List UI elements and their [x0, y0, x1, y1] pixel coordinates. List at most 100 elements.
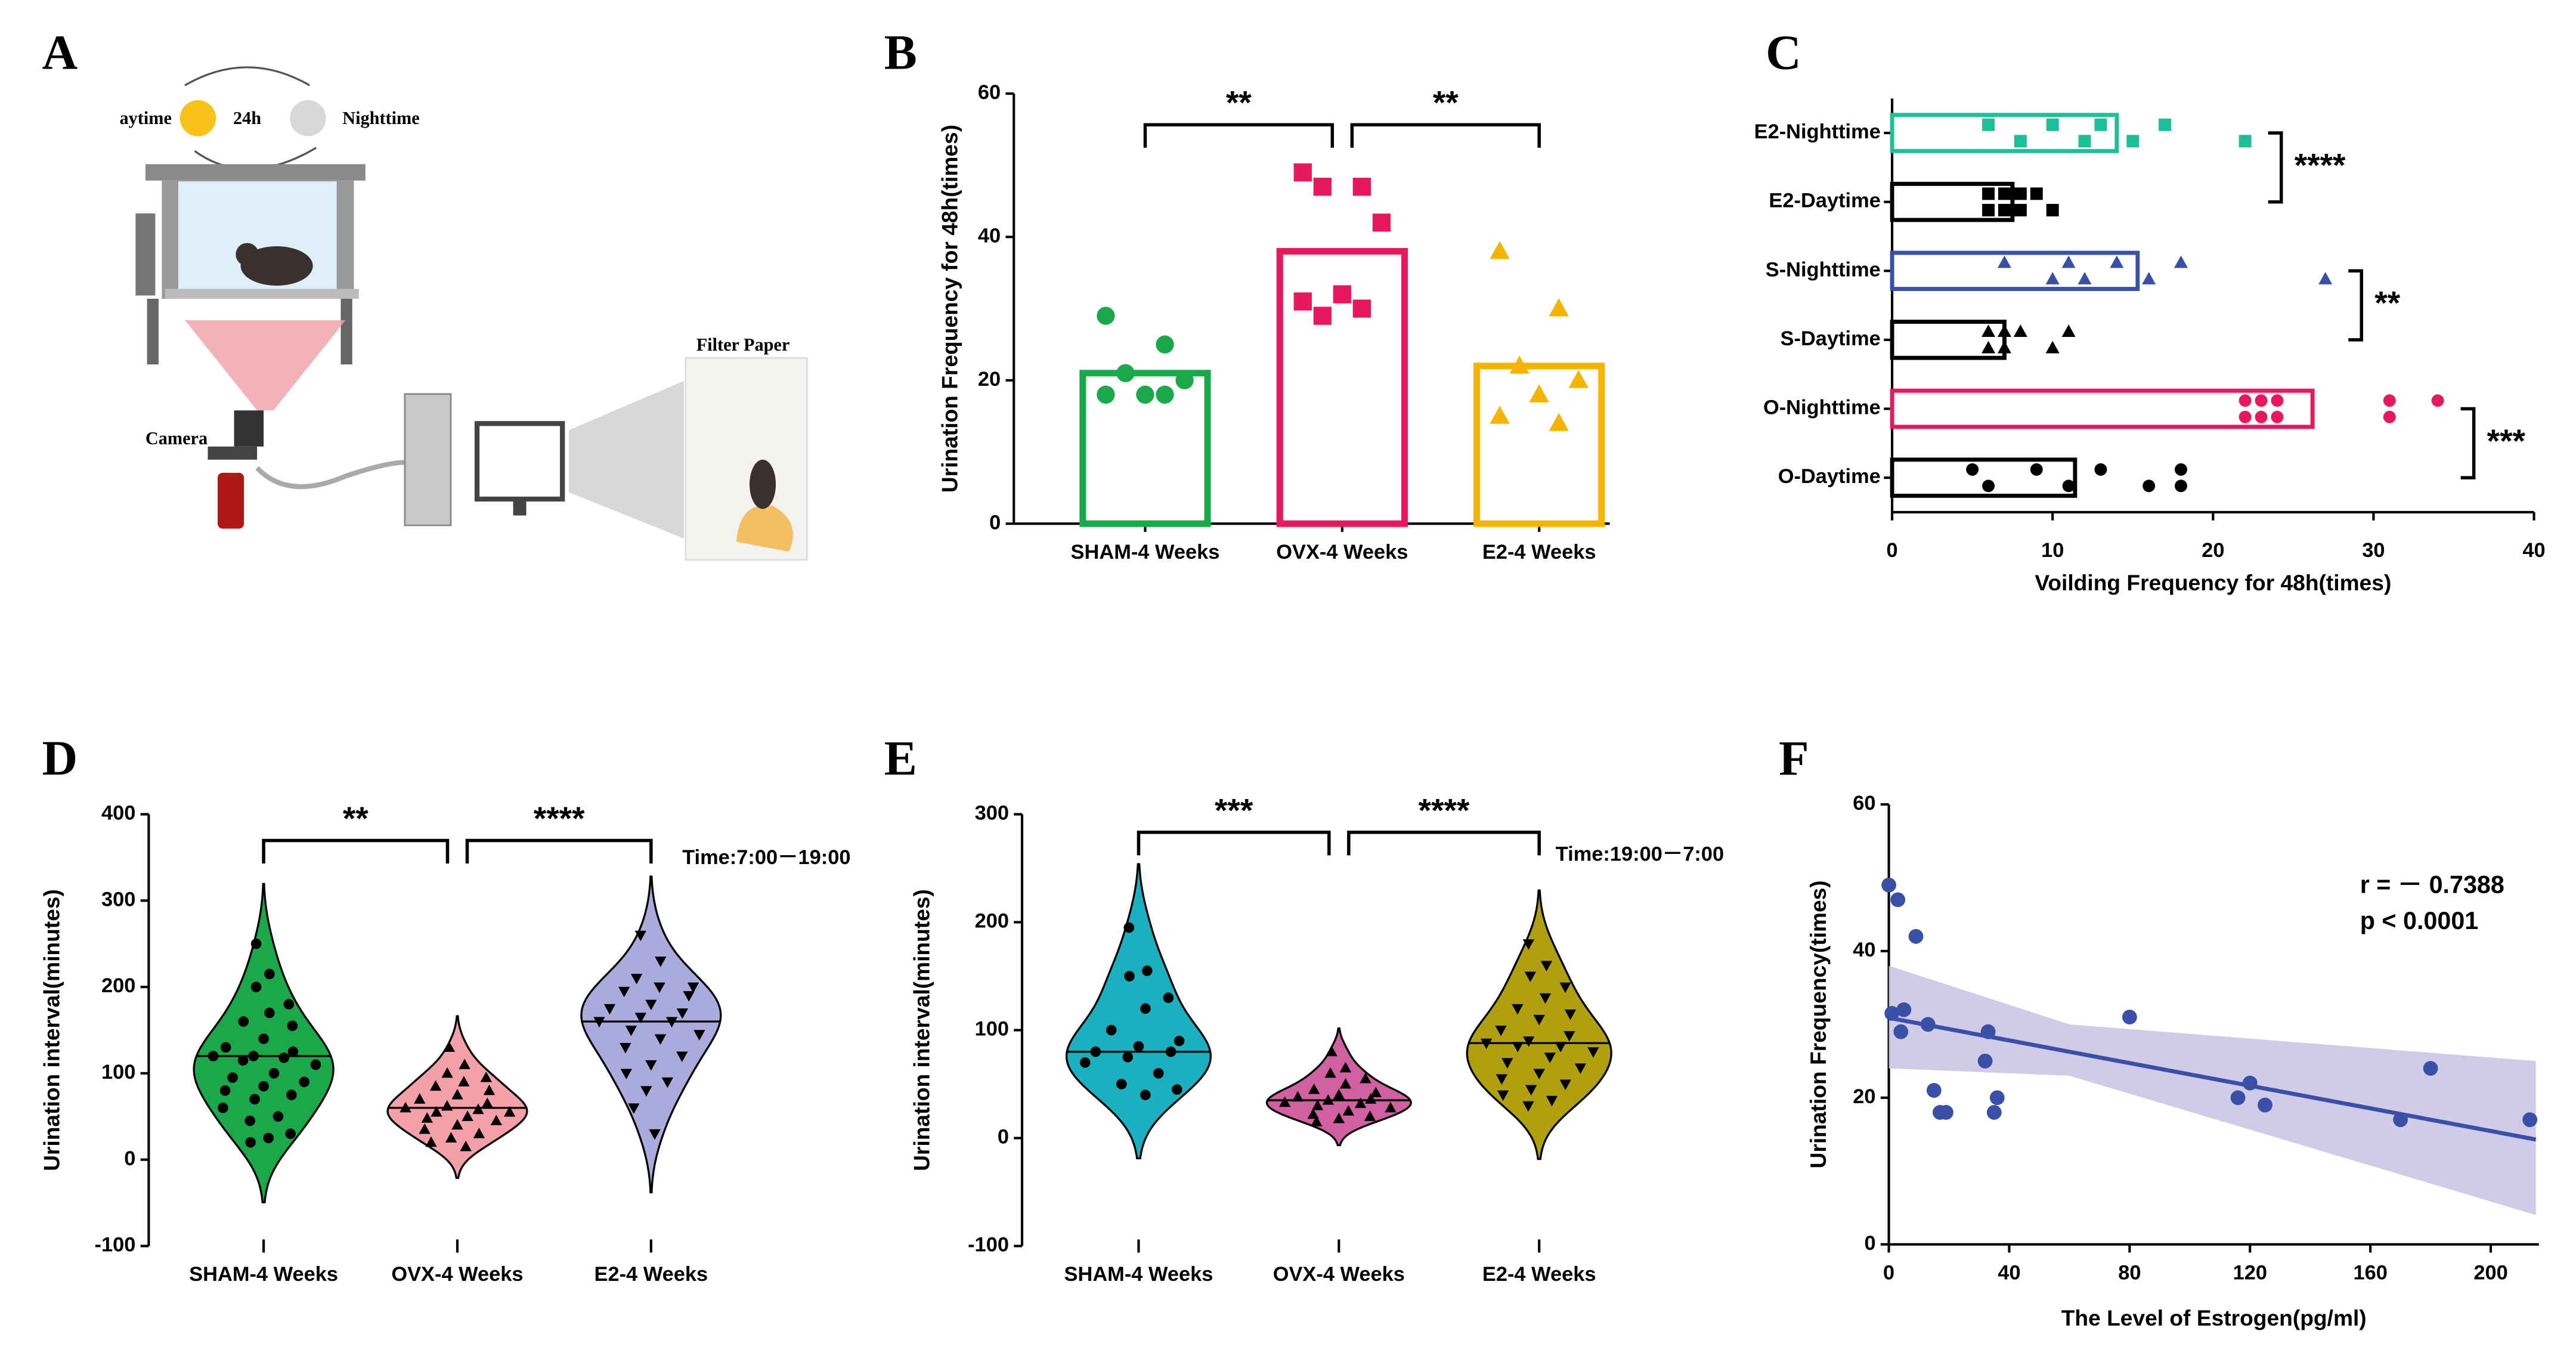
point	[2522, 1112, 2538, 1128]
diagram: aytime 24h Nighttime Camera Filter Paper	[120, 66, 808, 561]
point	[1308, 1083, 1320, 1094]
significance-label: ****	[534, 800, 585, 837]
point	[263, 1132, 274, 1144]
point	[676, 1008, 689, 1019]
violin	[580, 875, 722, 1194]
mouse-head	[236, 243, 259, 266]
x-tick-label: SHAM-4 Weeks	[1071, 541, 1220, 564]
point	[1133, 1041, 1144, 1052]
y-axis-title: Urination Frequency(times)	[1806, 880, 1831, 1168]
point	[1981, 324, 1996, 338]
point	[640, 1086, 652, 1097]
point	[2175, 463, 2187, 476]
x-tick-label: 0	[1883, 1261, 1894, 1284]
point	[1982, 203, 1995, 216]
panel-letter: D	[42, 730, 78, 785]
time-note: Time:19:00－7:00	[1556, 843, 1724, 865]
point	[1342, 1105, 1355, 1116]
box-side	[162, 180, 178, 299]
point	[264, 1007, 275, 1018]
violin	[1265, 1027, 1412, 1147]
point	[618, 986, 630, 998]
y-tick-label: 60	[1853, 792, 1875, 815]
cycle-label: 24h	[233, 108, 261, 128]
point	[1326, 1045, 1337, 1057]
point	[1559, 982, 1571, 993]
point	[1123, 922, 1135, 933]
point	[2014, 187, 2027, 200]
cable	[255, 460, 412, 490]
point	[1307, 1108, 1319, 1119]
point	[2061, 324, 2076, 338]
y-tick-label: O-Daytime	[1778, 465, 1881, 488]
point	[227, 1072, 238, 1083]
point	[1509, 355, 1530, 374]
point	[1097, 307, 1115, 325]
x-tick-label: 20	[2202, 539, 2224, 562]
point	[451, 1089, 463, 1100]
projection	[569, 380, 684, 538]
point	[2110, 255, 2124, 268]
point	[1333, 1112, 1345, 1123]
annotation: r = － 0.7388	[2360, 871, 2504, 899]
y-tick-label: 0	[124, 1147, 135, 1170]
point	[634, 1013, 646, 1023]
point	[1896, 1002, 1912, 1017]
point	[218, 1103, 228, 1113]
point	[1324, 1067, 1336, 1078]
y-tick-label: 200	[975, 910, 1009, 933]
bar	[1890, 320, 2007, 360]
point	[2045, 340, 2060, 354]
point	[1122, 1051, 1134, 1063]
significance-label: ***	[1215, 791, 1253, 828]
y-tick-label: -100	[95, 1234, 136, 1256]
point	[2094, 463, 2107, 476]
point	[676, 1051, 688, 1063]
cycle-arrow	[184, 66, 311, 86]
point	[634, 930, 646, 942]
point	[268, 1068, 280, 1079]
point	[1496, 1074, 1508, 1085]
mouse	[750, 459, 776, 509]
point	[1480, 1038, 1493, 1049]
point	[2318, 271, 2333, 284]
point	[1370, 1086, 1382, 1097]
camera-label: Camera	[145, 428, 208, 448]
point	[1365, 1093, 1377, 1104]
x-tick-label: OVX-4 Weeks	[1273, 1263, 1405, 1286]
leg	[340, 299, 352, 365]
point	[278, 1052, 290, 1063]
point	[2230, 1090, 2246, 1106]
point	[441, 1067, 453, 1078]
point	[445, 1132, 457, 1143]
point	[1533, 1014, 1545, 1026]
y-tick-label: E2-Nighttime	[1754, 120, 1881, 143]
point	[1982, 118, 1995, 131]
point	[421, 1112, 434, 1123]
night-label: Nighttime	[342, 108, 419, 128]
point	[1140, 1089, 1151, 1100]
point	[1116, 1079, 1127, 1089]
point	[1322, 1094, 1335, 1105]
stand-base	[218, 472, 244, 529]
significance-label: **	[343, 800, 369, 837]
urine-spot	[736, 505, 793, 552]
point	[481, 1097, 493, 1109]
point	[1568, 370, 1589, 388]
significance-bracket	[2348, 269, 2364, 342]
panel-letter: E	[884, 730, 917, 785]
significance-label: ****	[1419, 791, 1470, 828]
point	[1333, 285, 1351, 304]
point	[1116, 364, 1135, 382]
point	[1172, 1084, 1182, 1095]
point	[2077, 271, 2092, 284]
y-tick-label: 0	[1864, 1232, 1875, 1255]
point	[620, 1069, 632, 1080]
computer	[404, 393, 452, 527]
x-tick-label: SHAM-4 Weeks	[1064, 1263, 1213, 1286]
point	[2174, 255, 2188, 268]
point	[2061, 255, 2076, 268]
point	[1998, 203, 2011, 216]
point	[2238, 410, 2252, 423]
